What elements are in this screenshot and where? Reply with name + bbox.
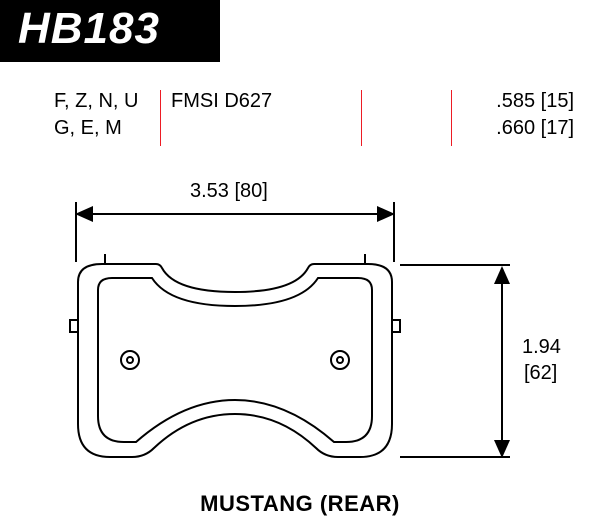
height-arrow-line — [501, 280, 503, 444]
height-arrow-down — [494, 440, 510, 458]
thickness-column: .585 [15] .660 [17] — [452, 88, 600, 142]
width-dimension-label: 3.53 [80] — [190, 180, 268, 203]
compounds-line-1: F, Z, N, U — [54, 88, 146, 115]
diagram-area: 3.53 [80] 1.94 [62] — [0, 170, 600, 490]
fmsi-column: FMSI D627 — [161, 88, 361, 115]
height-dimension-label-b: [62] — [524, 362, 557, 385]
spec-row: F, Z, N, U G, E, M FMSI D627 .585 [15] .… — [0, 88, 600, 160]
height-dimension-label-a: 1.94 — [522, 336, 561, 359]
width-arrow-line — [90, 213, 380, 215]
product-label: MUSTANG (REAR) — [0, 491, 600, 517]
thickness-2: .660 [17] — [466, 115, 574, 142]
divider-2 — [361, 90, 362, 146]
compounds-column: F, Z, N, U G, E, M — [0, 88, 160, 142]
thickness-1: .585 [15] — [466, 88, 574, 115]
fmsi-value: FMSI D627 — [171, 88, 347, 115]
brake-pad-drawing — [60, 252, 410, 470]
part-number-title: HB183 — [0, 0, 220, 62]
compounds-line-2: G, E, M — [54, 115, 146, 142]
